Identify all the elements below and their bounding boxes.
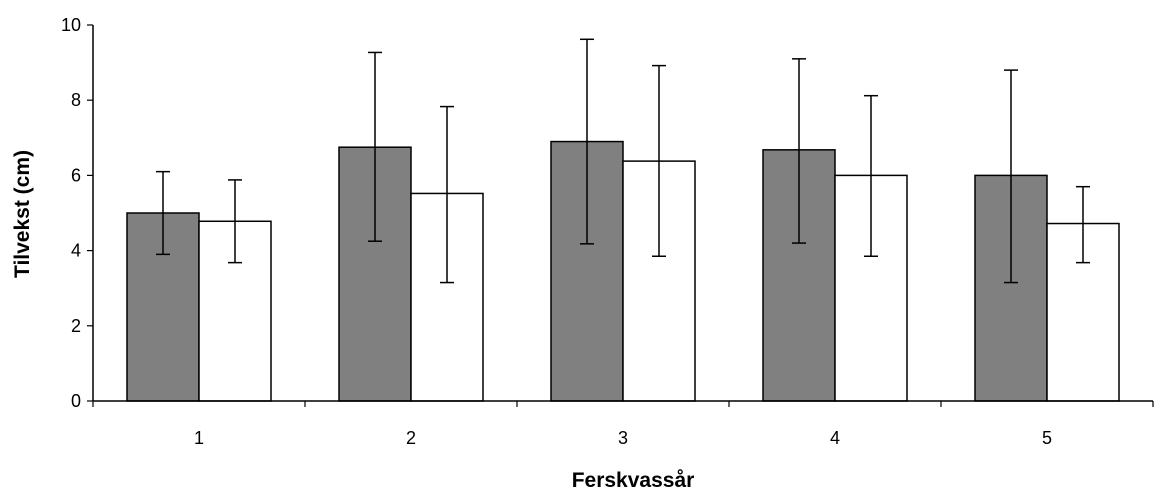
y-tick-label: 6 bbox=[71, 165, 81, 185]
x-tick-label: 2 bbox=[406, 428, 416, 448]
y-axis-title: Tilvekst (cm) bbox=[11, 150, 34, 278]
y-tick-label: 8 bbox=[71, 90, 81, 110]
x-tick-label: 3 bbox=[618, 428, 628, 448]
x-tick-label: 4 bbox=[830, 428, 840, 448]
x-tick-label: 5 bbox=[1042, 428, 1052, 448]
y-tick-label: 4 bbox=[71, 241, 81, 261]
y-tick-label: 2 bbox=[71, 316, 81, 336]
x-tick-label: 1 bbox=[194, 428, 204, 448]
y-tick-label: 10 bbox=[61, 15, 81, 35]
x-axis-title: Ferskvassår bbox=[572, 469, 695, 492]
y-tick-label: 0 bbox=[71, 391, 81, 411]
